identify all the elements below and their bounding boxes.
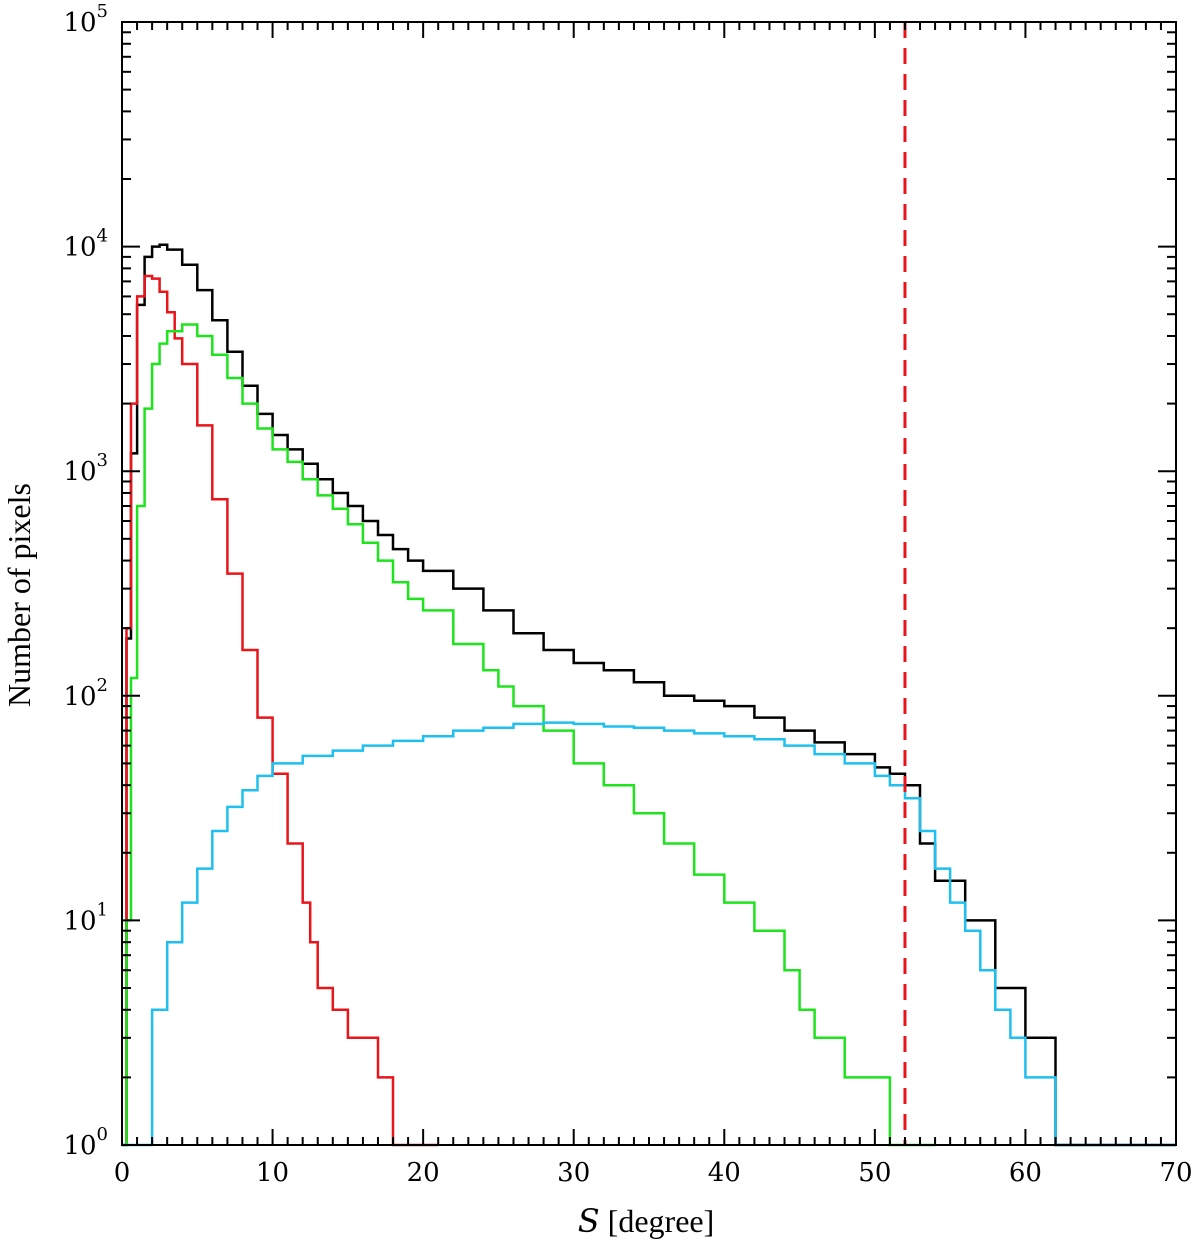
y-tick-base: 10 (63, 233, 96, 263)
y-tick-base: 10 (63, 906, 96, 936)
y-tick-base: 10 (63, 8, 96, 38)
y-tick-label: 104 (63, 226, 108, 263)
y-tick-label: 101 (63, 899, 108, 936)
y-tick-exponent: 5 (97, 1, 108, 22)
x-tick-label: 30 (557, 1158, 590, 1188)
y-tick-base: 10 (63, 1131, 96, 1161)
y-axis-title: Number of pixels (1, 483, 37, 707)
y-tick-label: 105 (63, 1, 108, 38)
y-tick-exponent: 1 (97, 899, 108, 920)
x-tick-label: 40 (708, 1158, 741, 1188)
y-tick-exponent: 4 (97, 226, 108, 247)
y-tick-exponent: 2 (97, 675, 108, 696)
tick-layer (121, 21, 1177, 1146)
series-line-2 (122, 274, 439, 1147)
y-tick-label: 103 (63, 450, 108, 487)
x-tick-label: 60 (1009, 1158, 1042, 1188)
x-tick-label: 50 (858, 1158, 891, 1188)
y-tick-label: 102 (63, 675, 108, 712)
x-tick-label: 70 (1159, 1158, 1192, 1188)
y-tick-exponent: 3 (97, 450, 108, 471)
x-tick-label: 20 (407, 1158, 440, 1188)
series-line-3 (122, 323, 936, 1147)
x-axis-unit: [degree] (608, 1203, 715, 1239)
x-tick-labels: 0 10 20 30 40 50 60 70 (114, 1158, 1193, 1188)
x-tick-label: 10 (256, 1158, 289, 1188)
y-tick-base: 10 (63, 457, 96, 487)
y-tick-label: 100 (63, 1124, 108, 1161)
series-layer (122, 243, 1176, 1147)
x-axis-title: S [degree] (578, 1202, 715, 1240)
y-tick-base: 10 (63, 682, 96, 712)
y-tick-exponent: 0 (97, 1124, 108, 1145)
series-line-4 (122, 721, 1176, 1147)
x-tick-label: 0 (114, 1158, 131, 1188)
x-axis-symbol: S (578, 1202, 600, 1240)
series-line-1 (122, 243, 1176, 1147)
